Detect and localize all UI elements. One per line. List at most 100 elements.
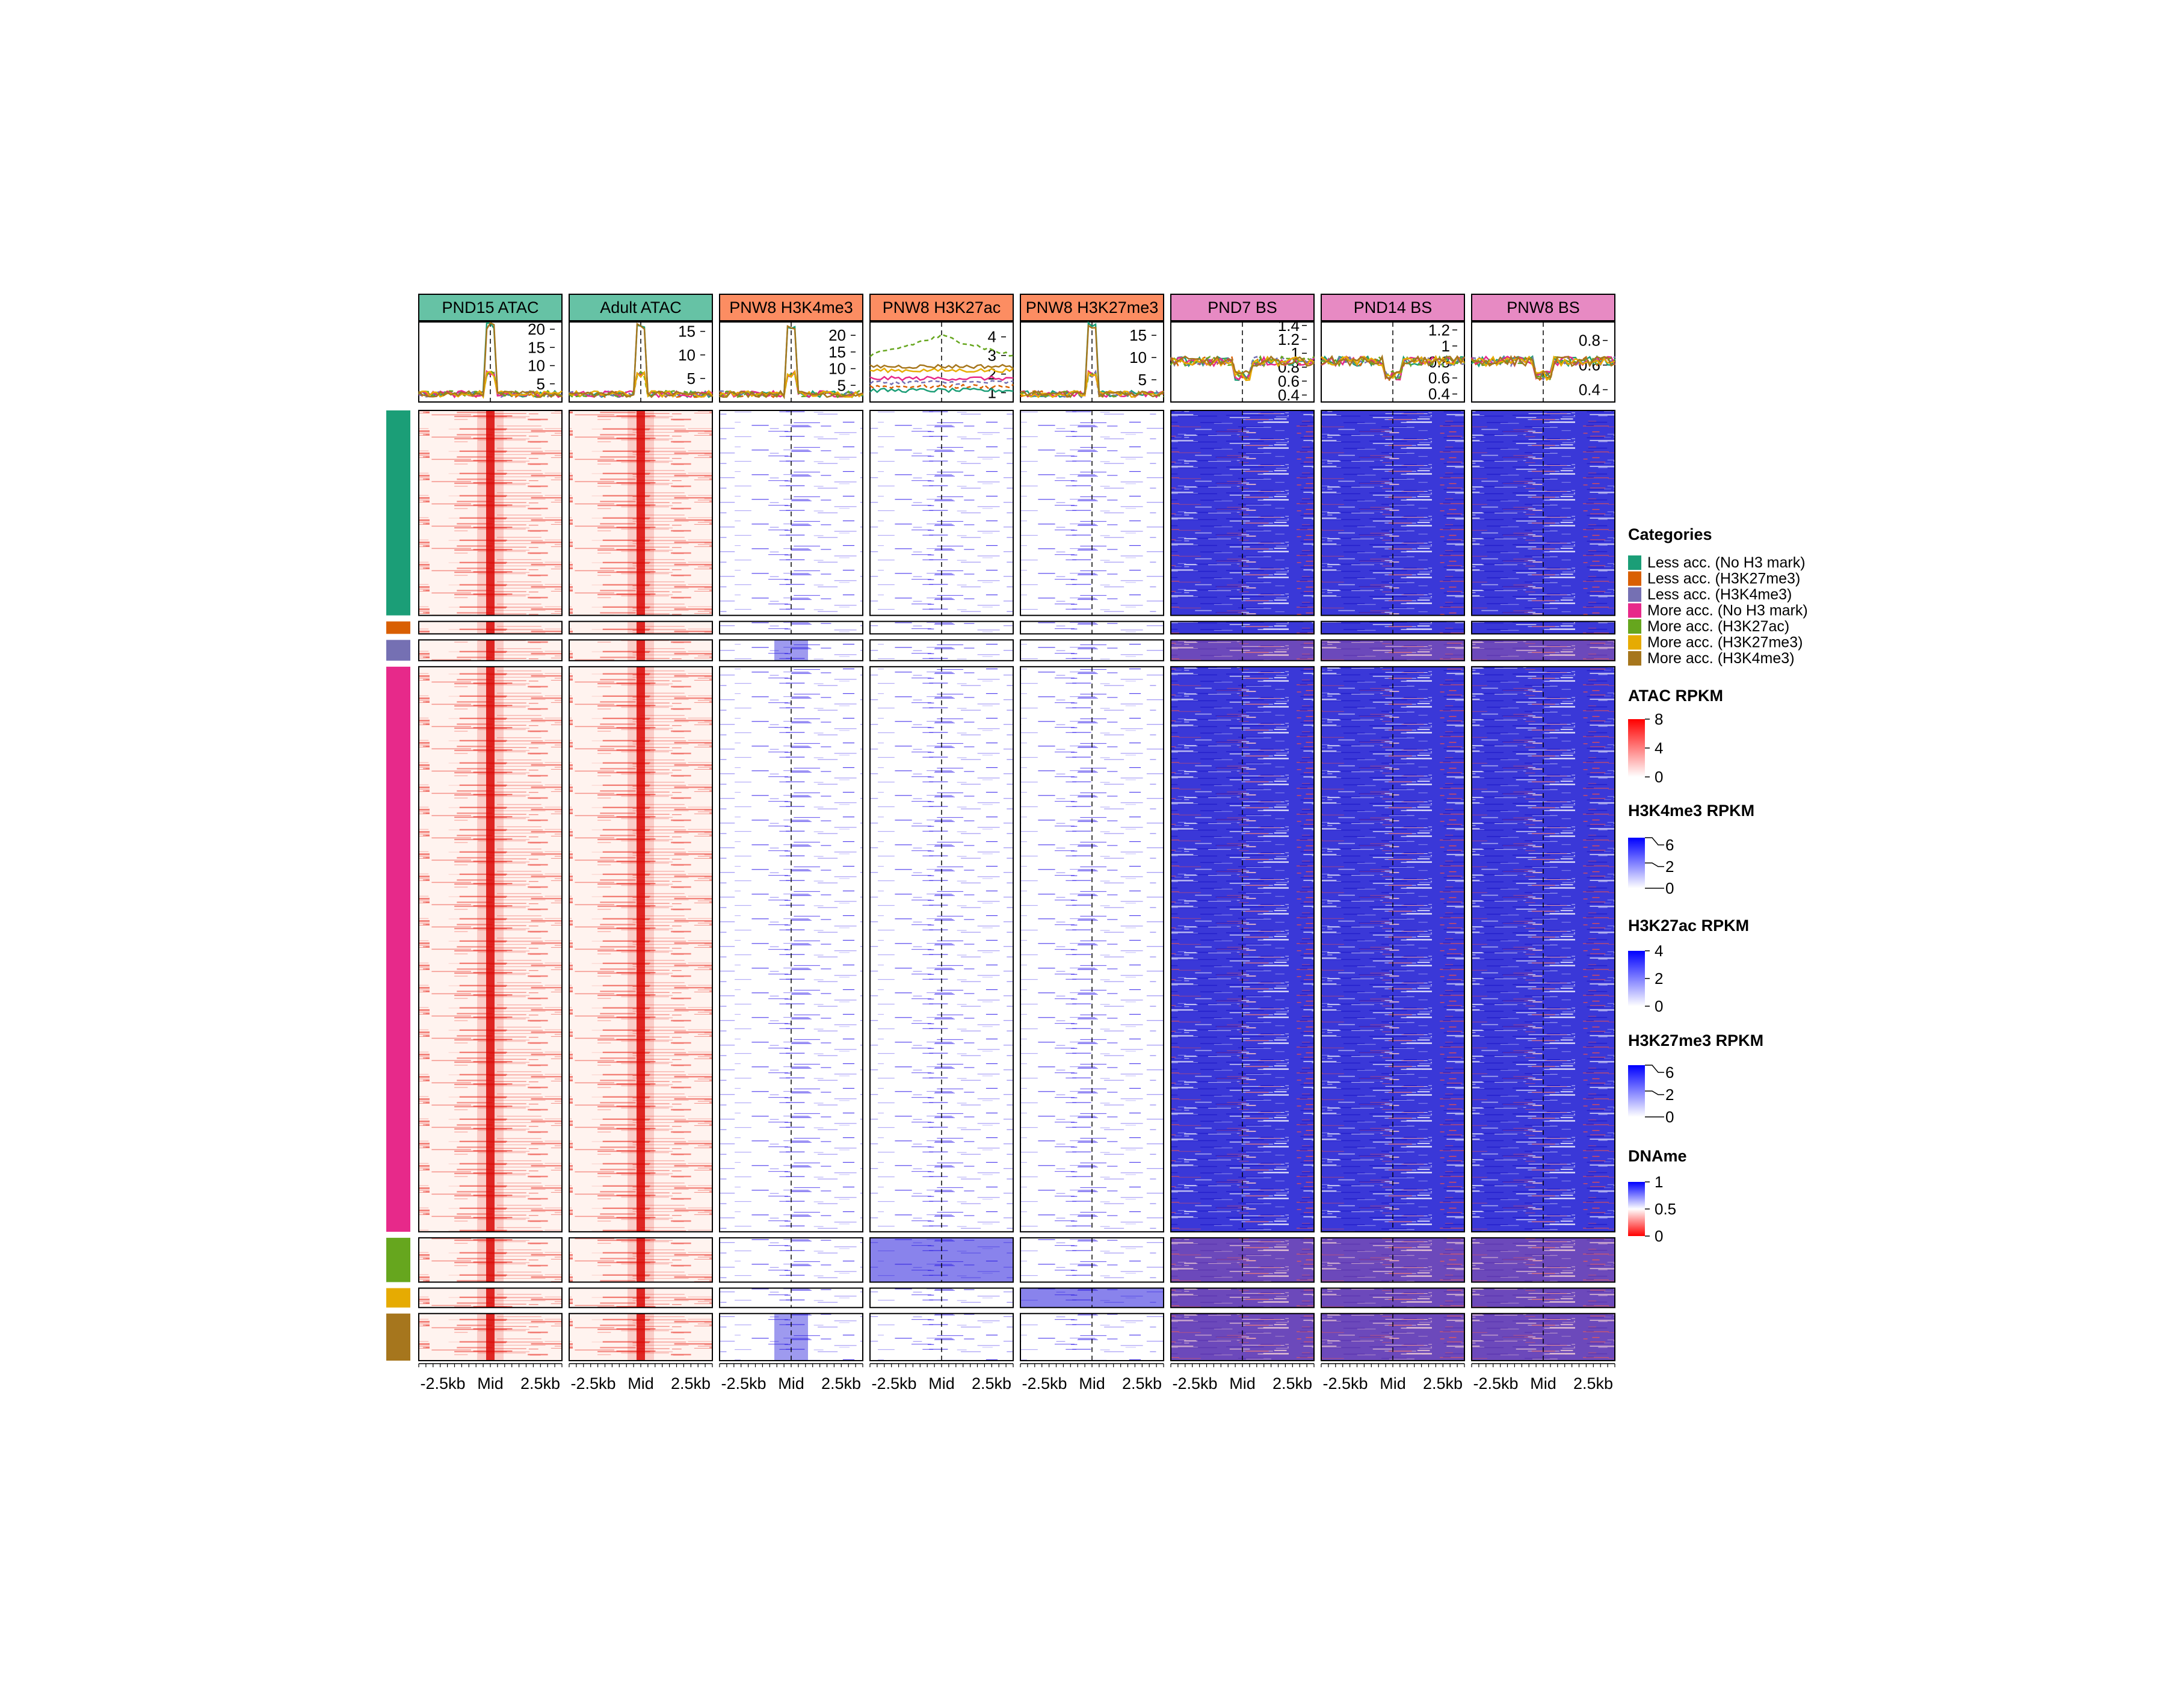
x-tick-label: -2.5kb xyxy=(420,1374,465,1393)
heatmap-hypo-band xyxy=(1321,1313,1464,1361)
panel-header xyxy=(719,294,863,321)
profile-line xyxy=(1170,355,1315,382)
heatmap-segment-border xyxy=(1471,410,1615,616)
legend-swatch xyxy=(1628,555,1641,570)
heatmap-segment-border xyxy=(1471,1237,1615,1283)
heatmap-center-signal xyxy=(637,1288,645,1308)
colorbar-tick-label: 0 xyxy=(1655,1227,1663,1245)
profile-line xyxy=(1321,354,1465,382)
profile-tick-label: 1.2 xyxy=(1428,321,1450,339)
x-tick-label: 2.5kb xyxy=(1573,1374,1613,1393)
profile-line xyxy=(719,324,863,400)
colorbar xyxy=(1628,1065,1645,1117)
profile-line xyxy=(1321,354,1466,380)
panel: PNW8 BS0.80.60.4-2.5kb Mid 2.5kb xyxy=(1470,294,1616,1393)
profile-line xyxy=(869,367,1014,374)
heatmap-segment-border xyxy=(1471,1287,1615,1308)
x-tick-label: 2.5kb xyxy=(821,1374,861,1393)
colorbar-tick xyxy=(1645,862,1664,867)
profile-line xyxy=(1020,371,1164,398)
heatmap-segment xyxy=(1472,621,1615,634)
heatmap-segment-border xyxy=(719,1237,863,1283)
heatmap-segment-border xyxy=(869,620,1014,635)
legend-swatch xyxy=(1628,635,1641,650)
x-tick-label: Mid xyxy=(1079,1374,1105,1393)
heatmap-hypo-band xyxy=(1472,1313,1615,1361)
heatmap-center-signal xyxy=(637,666,645,1232)
legend-category-label: More acc. (H3K27me3) xyxy=(1647,634,1803,651)
colorbar-tick-label: 0 xyxy=(1665,1108,1674,1126)
heatmap-segment-border xyxy=(1170,410,1315,616)
heatmap-center-halo xyxy=(477,666,504,1232)
x-tick-label: -2.5kb xyxy=(570,1374,615,1393)
heatmap-segment-border xyxy=(869,1237,1014,1283)
profile-line xyxy=(1020,324,1164,398)
profile-line xyxy=(418,369,563,398)
heatmap-segment-border xyxy=(418,1237,563,1283)
profile-tick-label: 1 xyxy=(988,384,996,402)
legend-title: H3K27me3 RPKM xyxy=(1628,1031,1763,1050)
panel-header xyxy=(1170,294,1315,321)
heatmap-segment-border xyxy=(1170,1287,1315,1308)
colorbar-tick-label: 0 xyxy=(1665,879,1674,897)
profile-tick-label: 15 xyxy=(828,343,846,361)
profile-box xyxy=(418,321,563,403)
legend-category-label: Less acc. (No H3 mark) xyxy=(1647,554,1806,571)
heatmap-center-halo xyxy=(628,640,654,661)
profile-line xyxy=(1321,354,1465,379)
legend-title: H3K4me3 RPKM xyxy=(1628,802,1754,820)
x-tick-label: -2.5kb xyxy=(1022,1374,1067,1393)
x-tick-label: Mid xyxy=(477,1374,504,1393)
profile-line xyxy=(569,371,713,398)
profile-tick-label: 4 xyxy=(988,328,996,346)
heatmap-segment-border xyxy=(1020,410,1164,616)
legend-category-label: Less acc. (H3K27me3) xyxy=(1647,570,1800,587)
panel-title: PND7 BS xyxy=(1208,298,1277,317)
colorbar-tick xyxy=(1645,1065,1664,1073)
heatmap-segment-border xyxy=(1170,639,1315,661)
colorbar-tick-label: 4 xyxy=(1655,942,1663,960)
colorbar-tick-label: 0 xyxy=(1655,997,1663,1015)
heatmap-segment-border xyxy=(719,639,863,661)
panel-header xyxy=(569,294,713,321)
heatmap-segment-border xyxy=(869,1312,1014,1362)
heatmap-segment-border xyxy=(869,666,1014,1232)
x-tick-label: -2.5kb xyxy=(1172,1374,1217,1393)
heatmap-segment-border xyxy=(719,1312,863,1362)
heatmap-segment-border xyxy=(719,1287,863,1308)
heatmap-segment-border xyxy=(418,410,563,616)
profile-line xyxy=(869,387,1014,394)
legend-swatch xyxy=(1628,587,1641,602)
heatmap-segment-border xyxy=(569,1287,713,1308)
heatmap-center-halo xyxy=(628,666,654,1232)
legend-title: ATAC RPKM xyxy=(1628,687,1723,705)
category-bar xyxy=(386,410,410,1361)
heatmap-center-halo xyxy=(628,1313,654,1361)
heatmap-segment-border xyxy=(1321,1312,1465,1362)
profile-tick-label: 20 xyxy=(828,326,846,344)
legend-swatch xyxy=(1628,571,1641,586)
heatmap-hypo-band xyxy=(1171,1313,1314,1361)
heatmap-center-signal xyxy=(486,1288,495,1308)
heatmap-center-signal xyxy=(637,640,645,661)
heatmap-center-halo xyxy=(628,1237,654,1282)
x-tick-label: 2.5kb xyxy=(1272,1374,1312,1393)
heatmap-center-halo xyxy=(477,1288,504,1308)
legend-title: DNAme xyxy=(1628,1147,1687,1165)
heatmap-segment-border xyxy=(1020,1287,1164,1308)
colorbar-tick xyxy=(1645,1090,1664,1095)
heatmap-center-signal xyxy=(486,1313,495,1361)
heatmap-center-signal xyxy=(637,621,645,634)
panel-header xyxy=(1471,294,1615,321)
heatmap-segment-border xyxy=(1020,639,1164,661)
profile-line xyxy=(418,372,563,398)
heatmap-segment-border xyxy=(1471,620,1615,635)
colorbar-tick-label: 0.5 xyxy=(1655,1200,1676,1218)
profile-line xyxy=(418,371,563,399)
profile-tick-label: 1.2 xyxy=(1278,330,1300,348)
heatmap-segment xyxy=(720,621,863,634)
heatmap-segment-border xyxy=(1321,666,1465,1232)
heatmap-center-halo xyxy=(628,410,654,616)
profile-tick-label: 1 xyxy=(1442,337,1450,355)
